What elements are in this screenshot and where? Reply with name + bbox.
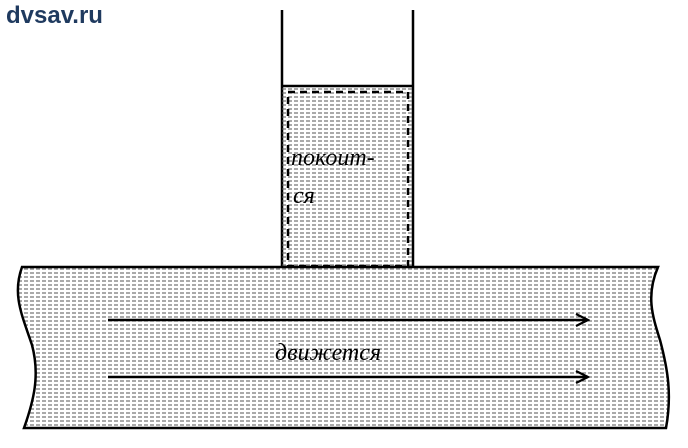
watermark-logo: dvsav.ru bbox=[6, 2, 103, 29]
pipe-label: движется bbox=[275, 340, 381, 366]
main-pipe-fluid bbox=[16, 265, 671, 430]
tube-label-line1: покоит- bbox=[291, 145, 375, 171]
resting-fluid-boundary bbox=[286, 90, 410, 268]
tube-label-line2: ся bbox=[293, 183, 315, 209]
tube-fluid-column bbox=[282, 86, 413, 268]
